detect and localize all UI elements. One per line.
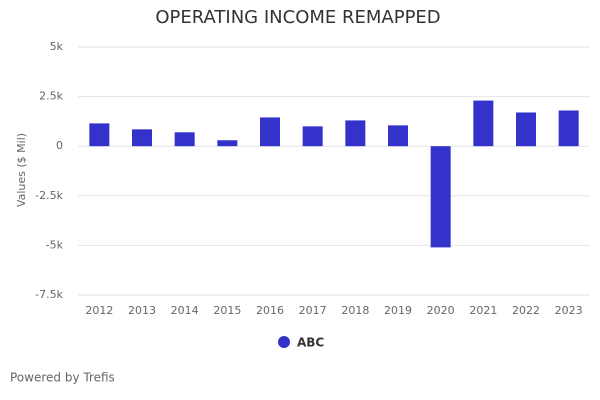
bar [516,112,536,147]
y-tick-label: -2.5k [35,189,63,202]
bar [473,100,494,147]
x-tick-label: 2022 [512,304,540,317]
legend-label: ABC [297,336,324,350]
x-tick-label: 2016 [256,304,284,317]
bar [388,125,408,147]
x-tick-label: 2013 [128,304,156,317]
y-tick-label: 0 [56,139,63,152]
x-tick-label: 2012 [85,304,113,317]
bar [430,146,451,248]
bar [89,123,110,147]
chart-title: OPERATING INCOME REMAPPED [155,7,440,28]
bar [132,129,152,147]
y-tick-label: -5k [46,238,64,251]
x-tick-label: 2017 [299,304,327,317]
footer: Powered by Trefis [10,371,115,385]
bar [345,120,366,147]
y-tick-label: 2.5k [39,90,63,103]
bar [174,132,195,147]
x-tick-label: 2014 [171,304,199,317]
bar [217,140,238,147]
x-tick-label: 2015 [213,304,241,317]
y-tick-label: -7.5k [35,288,63,301]
bar [260,117,280,147]
legend-marker [278,336,290,348]
bar [558,110,579,147]
x-tick-label: 2018 [341,304,369,317]
x-tick-label: 2020 [427,304,455,317]
y-axis-label: Values ($ Mil) [15,133,28,207]
x-tick-label: 2021 [469,304,497,317]
x-tick-label: 2023 [555,304,583,317]
x-tick-label: 2019 [384,304,412,317]
bar [302,126,323,147]
y-tick-label: 5k [50,40,64,53]
